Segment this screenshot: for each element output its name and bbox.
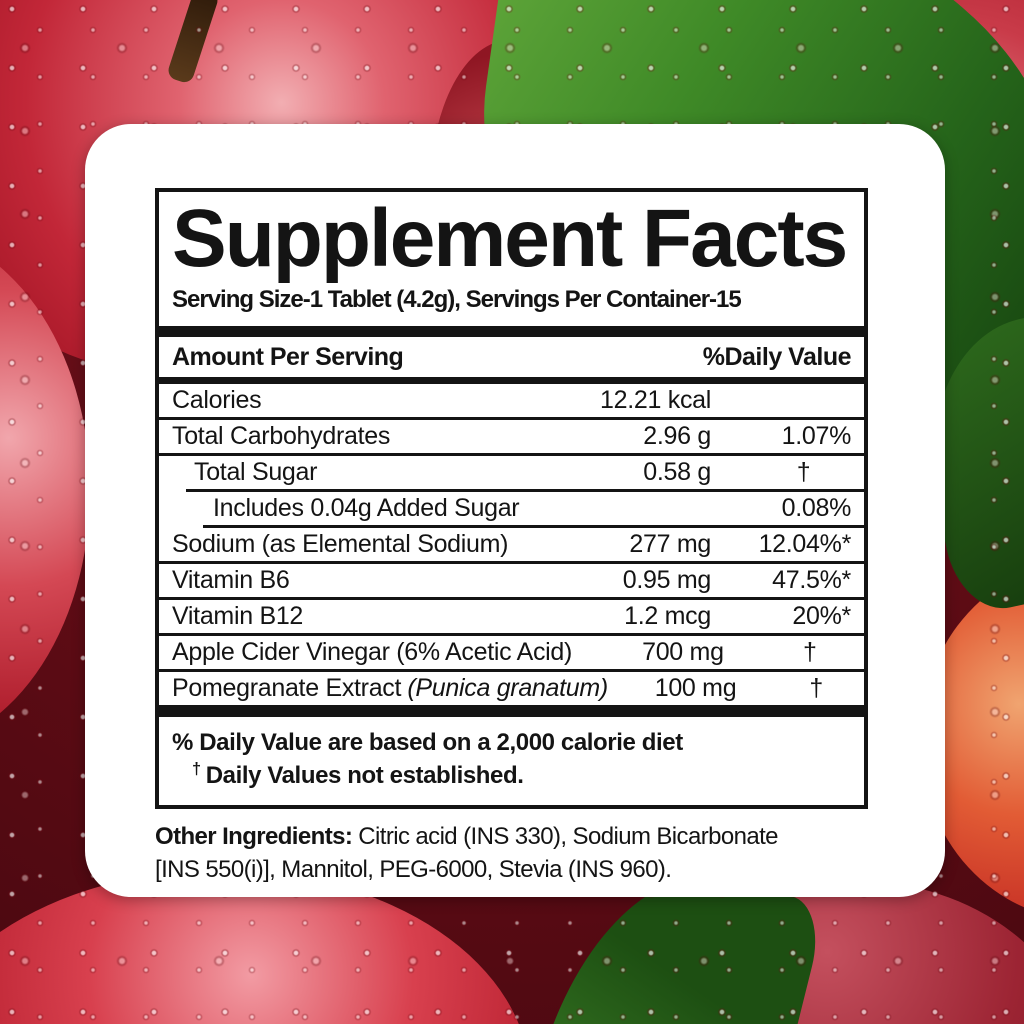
table-row: Calories 12.21 kcal [159,384,864,420]
nutrient-daily-value: † [803,638,817,667]
nutrient-name: Vitamin B6 [172,566,290,595]
table-row: Includes 0.04g Added Sugar 0.08% [203,492,864,528]
table-header-row: Amount Per Serving %Daily Value [159,337,864,377]
footnote-dagger-line: † Daily Values not established. [172,759,851,792]
nutrient-name: Calories [172,386,262,415]
table-row: Total Carbohydrates 2.96 g 1.07% [159,420,864,456]
column-header-daily-value: %Daily Value [702,342,852,371]
other-ingredients: Other Ingredients: Citric acid (INS 330)… [155,821,875,886]
nutrient-daily-value: 0.08% [781,494,852,523]
nutrient-daily-value: 12.04%* [758,530,852,559]
table-row: Total Sugar 0.58 g † [186,456,864,492]
nutrient-name: Includes 0.04g Added Sugar [213,494,520,523]
nutrient-daily-value: 20%* [792,602,851,631]
footnote-dagger-text: Daily Values not established. [205,761,524,789]
divider-thick-bottom [159,704,864,717]
other-ingredients-line-2: [INS 550(i)], Mannitol, PEG-6000, Stevia… [155,855,672,883]
nutrient-amount: 0.58 g [643,458,711,487]
other-ingredients-text-1: Citric acid (INS 330), Sodium Bicarbonat… [352,823,778,851]
apple-shape [620,880,1024,1024]
nutrient-name: Apple Cider Vinegar (6% Acetic Acid) [172,638,573,667]
supplement-facts-title: Supplement Facts [172,193,848,284]
nutrient-daily-value: † [796,458,811,487]
supplement-label-card: Supplement Facts Serving Size-1 Tablet (… [85,124,945,897]
nutrient-amount: 100 mg [654,674,737,703]
nutrient-amount: 700 mg [642,638,724,667]
supplement-facts-panel: Supplement Facts Serving Size-1 Tablet (… [155,188,868,810]
nutrient-daily-value: † [809,674,823,703]
nutrient-name: Sodium (as Elemental Sodium) [172,530,509,559]
nutrient-amount: 277 mg [629,530,711,559]
nutrient-amount: 2.96 g [643,422,711,451]
table-row: Vitamin B12 1.2 mcg 20%* [159,600,864,636]
nutrient-amount: 12.21 kcal [600,386,711,415]
footnote-daily-value-line: % Daily Value are based on a 2,000 calor… [172,728,683,756]
divider-medium [159,376,864,384]
apple-shape [0,230,90,750]
table-row: Vitamin B6 0.95 mg 47.5%* [159,564,864,600]
other-ingredients-label: Other Ingredients: [155,823,353,851]
other-ingredients-line-1: Other Ingredients: Citric acid (INS 330)… [155,821,875,853]
column-header-amount: Amount Per Serving [172,342,404,371]
nutrient-name: Total Carbohydrates [172,422,391,451]
table-row: Sodium (as Elemental Sodium) 277 mg 12.0… [159,528,864,564]
nutrient-name-latin: (Punica granatum) [407,674,608,703]
footnote: % Daily Value are based on a 2,000 calor… [159,717,864,805]
apple-stem-shape [165,0,221,85]
nutrient-name: Pomegranate Extract (Punica granatum) [172,674,608,703]
nutrient-daily-value: 47.5%* [772,566,851,595]
divider-thick-top [159,325,864,337]
nutrient-amount: 0.95 mg [622,566,712,595]
nutrient-name: Vitamin B12 [172,602,304,631]
table-row: Apple Cider Vinegar (6% Acetic Acid) 700… [159,636,864,672]
dagger-symbol: † [192,759,201,778]
nutrient-daily-value: 1.07% [781,422,852,451]
facts-rows: Calories 12.21 kcal Total Carbohydrates … [159,384,864,705]
table-row: Pomegranate Extract (Punica granatum) 100… [159,672,864,705]
serving-info: Serving Size-1 Tablet (4.2g), Servings P… [172,285,742,313]
nutrient-name: Total Sugar [194,458,318,487]
nutrient-amount: 1.2 mcg [624,602,711,631]
